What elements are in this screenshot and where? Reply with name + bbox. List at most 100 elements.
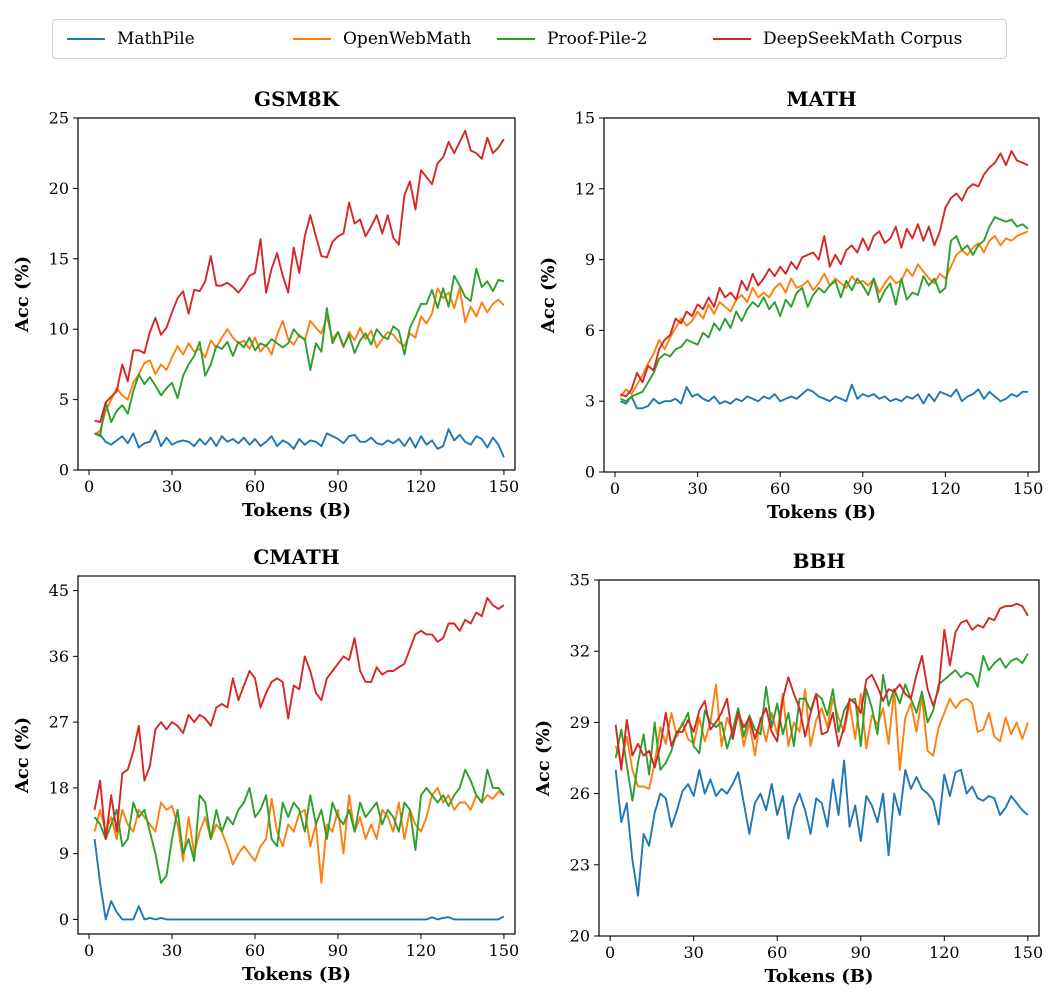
gsm8k-xtick-label-120: 120 <box>406 477 437 496</box>
cmath-ytick-label-45: 45 <box>49 581 69 600</box>
bbh-series-deepseekmath-corpus <box>614 602 1029 771</box>
cmath-ytick-label-18: 18 <box>49 778 69 797</box>
bbh-series-proof-pile-2 <box>614 653 1029 802</box>
cmath-series-deepseekmath-corpus <box>93 596 505 840</box>
legend-item-proof-pile-2: Proof-Pile-2 <box>497 20 647 58</box>
cmath-xtick-label-60: 60 <box>245 941 265 960</box>
bbh-ytick-label-20: 20 <box>570 927 590 946</box>
math-series-openwebmath <box>619 230 1029 398</box>
cmath-series-proof-pile-2 <box>93 768 505 884</box>
gsm8k-series-openwebmath <box>94 287 505 436</box>
bbh-ylabel: Acc (%) <box>533 720 554 797</box>
math-xtick-label-0: 0 <box>610 479 620 498</box>
gsm8k-xtick-label-150: 150 <box>489 477 520 496</box>
cmath-ytick-label-36: 36 <box>49 647 69 666</box>
math-title: MATH <box>786 87 856 111</box>
math-series-deepseekmath-corpus <box>620 150 1029 398</box>
cmath-series-group <box>93 596 505 921</box>
gsm8k-xtick-label-30: 30 <box>162 477 182 496</box>
legend-label-proof-pile-2: Proof-Pile-2 <box>547 29 648 49</box>
legend-label-deepseekmath: DeepSeekMath Corpus <box>763 29 963 49</box>
gsm8k-xlabel: Tokens (B) <box>242 500 351 521</box>
legend-swatch-deepseekmath <box>713 38 751 40</box>
gsm8k-ytick-label-0: 0 <box>59 461 69 480</box>
chart-bbh: BBH 0 30 60 90 120 150 20 23 26 29 32 35 Tokens (B) Ac… <box>533 549 1044 987</box>
bbh-ytick-label-23: 23 <box>570 855 590 874</box>
legend-swatch-openwebmath <box>293 38 331 40</box>
gsm8k-series-mathpile <box>94 428 505 458</box>
legend-label-openwebmath: OpenWebMath <box>343 29 472 49</box>
math-ytick-label-9: 9 <box>585 250 595 269</box>
math-xtick-label-150: 150 <box>1013 479 1044 498</box>
legend-swatch-proof-pile-2 <box>497 38 535 40</box>
bbh-series-mathpile <box>614 759 1029 897</box>
gsm8k-series-deepseekmath-corpus <box>94 129 505 424</box>
bbh-axes-frame <box>598 579 1040 937</box>
gsm8k-ytick-label-5: 5 <box>59 390 69 409</box>
cmath-xtick-label-120: 120 <box>406 941 437 960</box>
cmath-xtick-label-90: 90 <box>328 941 348 960</box>
bbh-ytick-label-29: 29 <box>570 713 590 732</box>
math-ytick-label-3: 3 <box>585 392 595 411</box>
cmath-ytick-label-0: 0 <box>59 910 69 929</box>
math-ylabel: Acc (%) <box>538 257 559 334</box>
math-ytick-label-6: 6 <box>585 321 595 340</box>
math-xtick-label-30: 30 <box>687 479 707 498</box>
math-xlabel: Tokens (B) <box>767 502 876 523</box>
gsm8k-xtick-label-90: 90 <box>328 477 348 496</box>
cmath-xlabel: Tokens (B) <box>242 964 351 985</box>
chart-cmath: CMATH 0 30 60 90 120 150 0 9 18 27 36 45 Tokens (B) Ac… <box>12 545 520 985</box>
chart-gsm8k: GSM8K 0 30 60 90 120 150 0 5 10 15 20 25 Tokens (B) Ac… <box>12 87 520 521</box>
bbh-xtick-label-60: 60 <box>767 943 787 962</box>
bbh-xtick-label-90: 90 <box>851 943 871 962</box>
gsm8k-ytick-label-25: 25 <box>49 109 69 128</box>
chart-math: MATH 0 30 60 90 120 150 0 3 6 9 12 15 Tokens (B) Acc (… <box>538 87 1044 523</box>
bbh-ytick-label-35: 35 <box>570 571 590 590</box>
cmath-ylabel: Acc (%) <box>12 717 33 794</box>
bbh-ytick-label-26: 26 <box>570 784 590 803</box>
bbh-xlabel: Tokens (B) <box>765 966 874 987</box>
math-ytick-label-15: 15 <box>575 109 595 128</box>
math-xtick-label-60: 60 <box>770 479 790 498</box>
math-axes-frame <box>603 117 1040 473</box>
gsm8k-series-proof-pile-2 <box>94 267 505 438</box>
math-series-group <box>619 150 1029 410</box>
legend: MathPile OpenWebMath Proof-Pile-2 DeepSe… <box>52 19 1007 59</box>
gsm8k-axes-frame <box>77 117 516 471</box>
gsm8k-ytick-label-10: 10 <box>49 320 69 339</box>
gsm8k-xtick-label-60: 60 <box>245 477 265 496</box>
math-series-mathpile <box>620 383 1028 410</box>
legend-item-mathpile: MathPile <box>67 20 195 58</box>
gsm8k-ytick-label-15: 15 <box>49 249 69 268</box>
gsm8k-ylabel: Acc (%) <box>12 256 33 333</box>
cmath-ytick-label-9: 9 <box>59 844 69 863</box>
legend-item-deepseekmath: DeepSeekMath Corpus <box>713 20 962 58</box>
math-ytick-label-12: 12 <box>575 179 595 198</box>
bbh-xtick-label-150: 150 <box>1013 943 1044 962</box>
math-xtick-label-120: 120 <box>930 479 961 498</box>
cmath-ytick-label-27: 27 <box>49 713 69 732</box>
cmath-xtick-label-0: 0 <box>84 941 94 960</box>
cmath-axes-frame <box>77 575 516 935</box>
gsm8k-xtick-label-0: 0 <box>84 477 94 496</box>
cmath-xtick-label-150: 150 <box>489 941 520 960</box>
bbh-xtick-label-120: 120 <box>929 943 960 962</box>
math-ytick-label-0: 0 <box>585 463 595 482</box>
cmath-series-mathpile <box>93 838 505 921</box>
legend-swatch-mathpile <box>67 38 105 40</box>
gsm8k-series-group <box>94 129 505 458</box>
bbh-series-group <box>614 602 1029 897</box>
bbh-ytick-label-32: 32 <box>570 642 590 661</box>
bbh-title: BBH <box>793 549 846 573</box>
cmath-xtick-label-30: 30 <box>162 941 182 960</box>
gsm8k-ytick-label-20: 20 <box>49 179 69 198</box>
cmath-series-openwebmath <box>93 786 505 884</box>
cmath-title: CMATH <box>253 545 339 569</box>
legend-item-openwebmath: OpenWebMath <box>293 20 471 58</box>
math-xtick-label-90: 90 <box>853 479 873 498</box>
legend-label-mathpile: MathPile <box>117 29 195 49</box>
math-series-proof-pile-2 <box>620 216 1029 403</box>
gsm8k-title: GSM8K <box>254 87 340 111</box>
bbh-xtick-label-30: 30 <box>684 943 704 962</box>
bbh-xtick-label-0: 0 <box>605 943 615 962</box>
